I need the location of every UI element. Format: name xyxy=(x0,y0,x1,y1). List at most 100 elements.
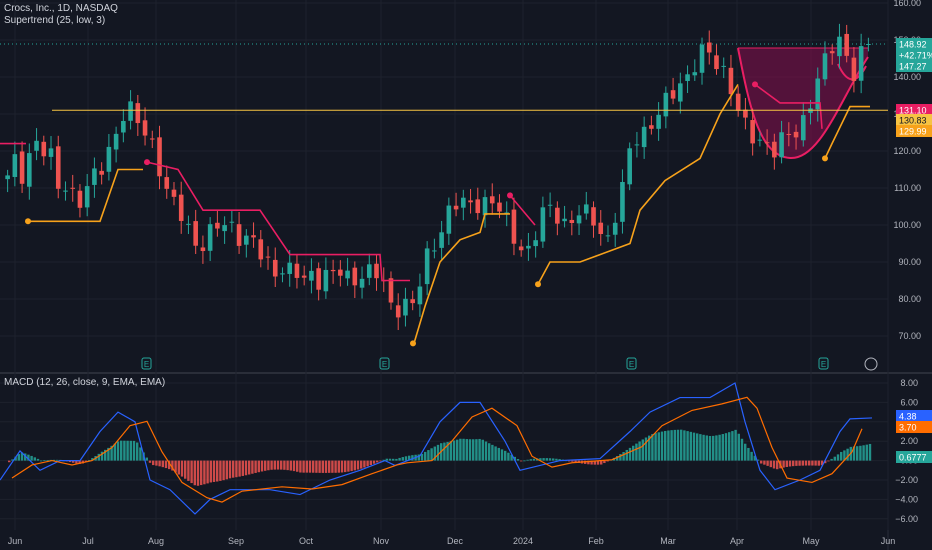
histogram-bar xyxy=(494,446,497,461)
histogram-bar xyxy=(75,460,78,464)
histogram-bar xyxy=(126,440,129,461)
histogram-bar xyxy=(164,460,168,469)
candle-body xyxy=(453,205,459,210)
histogram-bar xyxy=(344,460,347,473)
histogram-bar xyxy=(590,460,593,465)
histogram-bar xyxy=(718,434,721,461)
candle-body xyxy=(92,168,97,185)
histogram-bar xyxy=(504,450,507,461)
candle-body xyxy=(837,36,842,57)
price-tick: 140.00 xyxy=(893,72,921,82)
histogram-bar xyxy=(782,460,785,468)
histogram-bar xyxy=(865,444,868,461)
histogram-bar xyxy=(840,451,843,461)
candle-body xyxy=(620,181,625,222)
candle-body xyxy=(178,194,184,221)
histogram-bar xyxy=(728,432,731,461)
histogram-bar xyxy=(43,460,46,462)
candle-body xyxy=(670,90,676,99)
candle-body xyxy=(128,101,133,121)
histogram-bar xyxy=(254,460,257,473)
histogram-bar xyxy=(46,460,49,461)
histogram-bar xyxy=(830,458,833,461)
histogram-bar xyxy=(312,460,315,473)
candle-body xyxy=(844,33,849,56)
axis-badge: +42.71% xyxy=(896,49,932,61)
histogram-bar xyxy=(360,460,363,469)
candle-body xyxy=(323,269,329,292)
histogram-bar xyxy=(526,459,529,461)
histogram-bar xyxy=(257,460,260,473)
supertrend-flip-dot xyxy=(25,218,31,225)
histogram-bar xyxy=(667,430,670,461)
axis-badge: 148.92 xyxy=(896,38,932,50)
histogram-bar xyxy=(356,460,360,470)
candle-body xyxy=(663,92,669,117)
badge-text: 3.70 xyxy=(899,423,917,433)
candle-body xyxy=(858,46,864,81)
candle-body xyxy=(822,53,828,80)
candle-body xyxy=(475,199,481,214)
histogram-bar xyxy=(680,429,683,461)
histogram-bar xyxy=(462,438,465,461)
histogram-bar xyxy=(574,460,577,463)
candle-body xyxy=(605,235,611,237)
histogram-bar xyxy=(468,439,472,461)
histogram-bar xyxy=(376,460,379,463)
histogram-bar xyxy=(475,439,478,461)
histogram-bar xyxy=(190,460,193,484)
histogram-bar xyxy=(228,460,232,479)
histogram-bar xyxy=(417,454,420,461)
histogram-bar xyxy=(603,460,606,464)
histogram-bar xyxy=(235,460,238,478)
histogram-bar xyxy=(68,460,72,463)
earnings-box xyxy=(626,357,637,370)
histogram-bar xyxy=(324,460,328,473)
histogram-bar xyxy=(788,460,792,467)
candle-body xyxy=(63,190,68,192)
candle-body xyxy=(12,154,18,177)
histogram-bar xyxy=(824,460,827,464)
histogram-bar xyxy=(193,460,196,486)
histogram-bar xyxy=(801,460,804,466)
histogram-bar xyxy=(702,434,705,461)
candle-body xyxy=(612,222,618,235)
candle-body xyxy=(236,224,242,246)
histogram-bar xyxy=(520,460,523,462)
badge-bg xyxy=(896,421,932,433)
candle-body xyxy=(157,137,162,177)
histogram-bar xyxy=(379,460,382,462)
histogram-bar xyxy=(705,435,708,461)
earnings-letter: E xyxy=(821,360,826,369)
axis-badge: 3.70 xyxy=(896,421,932,433)
candle-body xyxy=(786,133,792,135)
histogram-bar xyxy=(283,460,286,470)
candle-body xyxy=(388,278,394,303)
histogram-bar xyxy=(78,460,81,465)
histogram-bar xyxy=(433,446,436,461)
signal-line xyxy=(11,396,863,503)
candle-body xyxy=(417,286,423,305)
axes: Jun Jul Aug Sep Oct Nov Dec 2024 Feb Mar Apr May Jun… xyxy=(8,0,932,546)
badge-text: 0.6777 xyxy=(899,453,927,463)
candle-body xyxy=(634,144,640,146)
candle-body xyxy=(446,205,452,234)
histogram-bar xyxy=(616,456,619,461)
histogram-bar xyxy=(664,430,667,461)
candle-body xyxy=(48,148,54,157)
histogram-bar xyxy=(500,449,504,461)
candle-body xyxy=(280,273,285,275)
histogram-bar xyxy=(276,460,280,470)
histogram-bar xyxy=(686,431,689,461)
histogram-bar xyxy=(123,440,126,461)
histogram-bar xyxy=(174,460,177,473)
histogram-bar xyxy=(689,431,692,461)
macd-line xyxy=(0,382,873,515)
histogram-bar xyxy=(459,438,462,461)
histogram-bar xyxy=(299,460,302,473)
histogram-bar xyxy=(568,460,571,462)
histogram-bar xyxy=(523,460,526,462)
histogram-bar xyxy=(814,460,817,466)
histogram-bar xyxy=(472,439,475,461)
histogram-bar xyxy=(216,460,219,482)
